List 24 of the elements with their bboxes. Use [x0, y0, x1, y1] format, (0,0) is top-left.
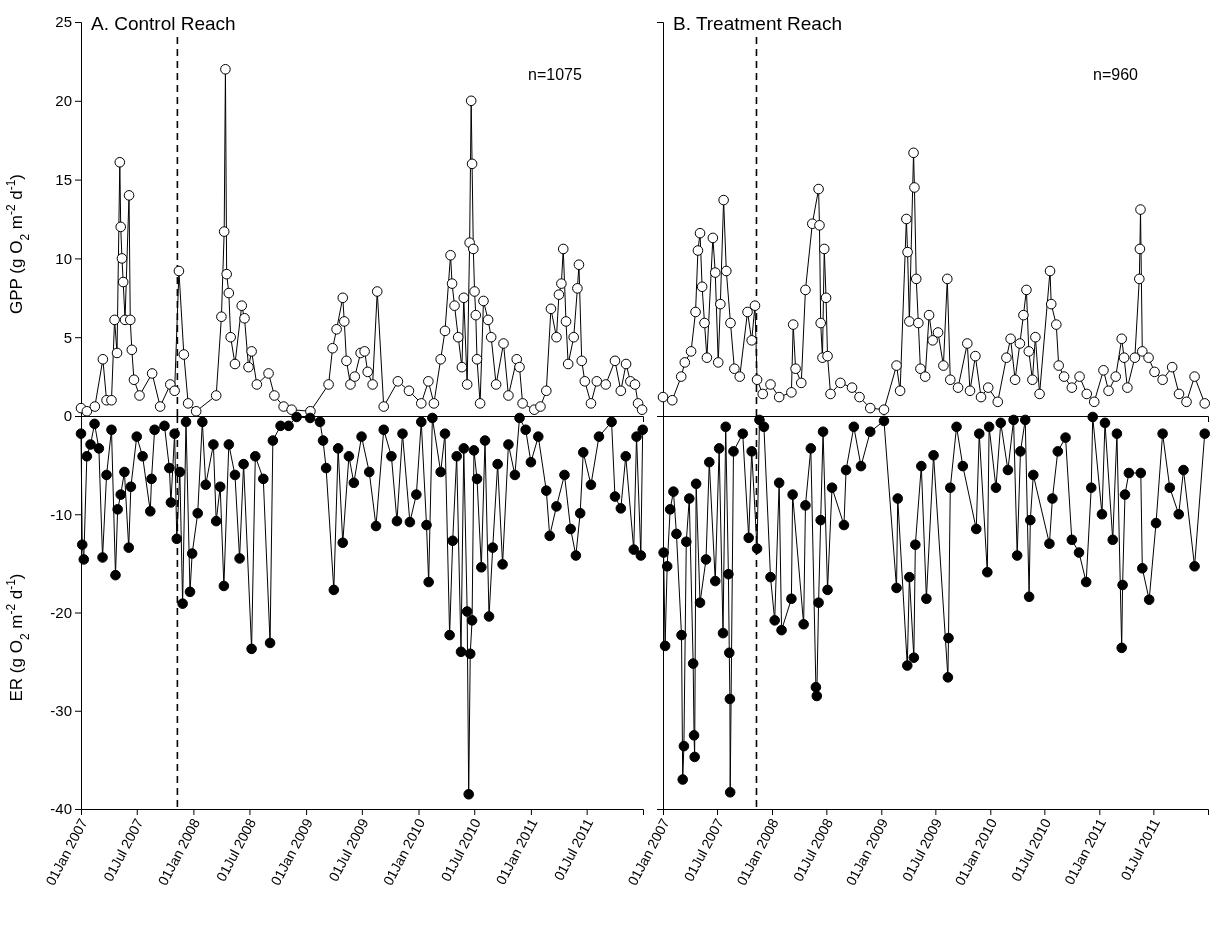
x-tick-label: 01Jul 2008	[789, 815, 837, 884]
y-tick-label: 5	[63, 328, 72, 346]
y-tick-label: 20	[55, 92, 72, 110]
x-tick-label: 01Jul 2007	[680, 815, 727, 884]
x-tick-label: 01Jul 2010	[1007, 815, 1055, 884]
y-tick-label: 10	[55, 249, 72, 267]
x-tick-label: 01Jul 2010	[437, 815, 484, 884]
y-tick-label: -30	[50, 702, 72, 720]
y-tick-label: -10	[50, 505, 72, 523]
x-tick-label: 01Jul 2009	[325, 815, 372, 884]
chart-title: A. Control Reach	[91, 13, 236, 34]
annotation: n=1075	[528, 66, 582, 83]
y-tick-label: 15	[55, 170, 72, 188]
y-tick-label: 25	[55, 13, 72, 31]
x-tick-label: 01Jul 2007	[100, 815, 147, 884]
y-tick-label: -40	[50, 800, 72, 818]
x-tick-label: 01Jul 2009	[898, 815, 946, 884]
x-tick-label: 01Jul 2011	[1117, 815, 1164, 883]
y-tick-label: 0	[63, 407, 72, 425]
x-tick-label: 01Jul 2011	[550, 815, 597, 883]
annotation: n=960	[1093, 66, 1139, 83]
x-tick-label: 01Jul 2008	[212, 815, 260, 884]
chart-title: B. Treatment Reach	[673, 13, 842, 34]
y-tick-label: -20	[50, 603, 72, 621]
